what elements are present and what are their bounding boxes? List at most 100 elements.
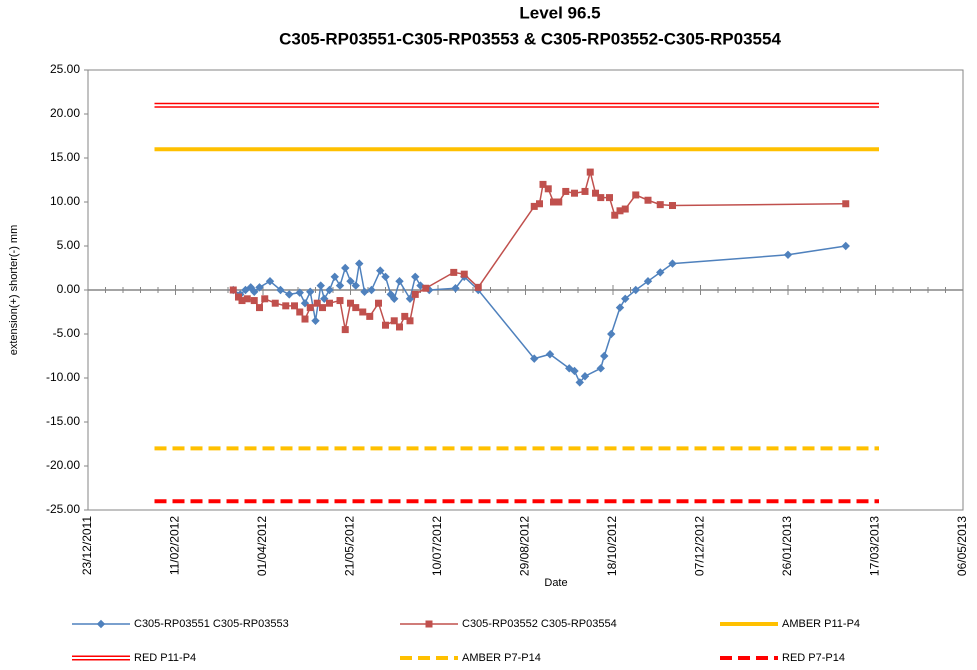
marker bbox=[597, 194, 605, 202]
marker bbox=[450, 268, 458, 276]
marker bbox=[575, 378, 584, 387]
marker bbox=[291, 302, 298, 310]
marker bbox=[347, 299, 354, 307]
marker bbox=[615, 303, 625, 312]
marker bbox=[341, 263, 350, 273]
legend-label: C305-RP03551 C305-RP03553 bbox=[134, 618, 289, 630]
legend-marker bbox=[96, 619, 106, 629]
marker bbox=[341, 326, 349, 334]
marker bbox=[325, 285, 334, 295]
marker bbox=[375, 299, 382, 307]
chart-subtitle: C305-RP03551-C305-RP03553 & C305-RP03552… bbox=[279, 29, 781, 48]
marker bbox=[390, 317, 398, 325]
y-axis-label: extension(+) shorter(-) mm bbox=[8, 225, 20, 356]
x-tick-label: 11/02/2012 bbox=[168, 516, 182, 575]
marker bbox=[669, 202, 676, 210]
y-tick-label: -15.00 bbox=[46, 414, 80, 428]
x-tick-label: 29/08/2012 bbox=[518, 516, 532, 576]
marker bbox=[632, 191, 640, 199]
marker bbox=[396, 323, 403, 331]
x-tick-label: 17/03/2013 bbox=[868, 516, 882, 576]
x-tick-label: 06/05/2013 bbox=[955, 516, 969, 576]
legend-label: AMBER P7-P14 bbox=[462, 652, 541, 664]
marker bbox=[668, 259, 677, 268]
marker bbox=[382, 321, 389, 329]
y-tick-label: 25.00 bbox=[50, 62, 80, 76]
x-tick-label: 23/12/2011 bbox=[80, 516, 94, 575]
marker bbox=[621, 294, 630, 304]
marker bbox=[571, 189, 578, 197]
marker bbox=[536, 200, 543, 208]
marker bbox=[335, 281, 345, 290]
marker bbox=[411, 290, 419, 298]
marker bbox=[783, 250, 793, 260]
x-tick-label: 01/04/2012 bbox=[255, 516, 269, 576]
legend-label: AMBER P11-P4 bbox=[782, 618, 860, 630]
marker bbox=[367, 285, 376, 295]
marker bbox=[285, 290, 294, 299]
marker bbox=[401, 312, 409, 320]
marker bbox=[336, 297, 344, 305]
marker bbox=[295, 288, 304, 297]
marker bbox=[841, 241, 850, 251]
legend-item: C305-RP03551 C305-RP03553 bbox=[72, 618, 289, 630]
marker bbox=[319, 304, 326, 312]
marker bbox=[243, 295, 251, 303]
marker bbox=[355, 259, 364, 268]
marker bbox=[313, 299, 321, 307]
marker bbox=[643, 276, 653, 286]
y-tick-label: -10.00 bbox=[46, 370, 80, 384]
marker bbox=[644, 196, 652, 204]
marker bbox=[306, 287, 315, 296]
marker bbox=[352, 304, 360, 312]
marker bbox=[539, 180, 547, 188]
marker bbox=[565, 364, 574, 373]
marker bbox=[422, 284, 430, 292]
marker bbox=[631, 285, 640, 295]
marker bbox=[250, 287, 259, 296]
marker bbox=[656, 201, 664, 209]
marker bbox=[326, 299, 333, 307]
marker bbox=[330, 272, 339, 282]
marker bbox=[265, 276, 275, 286]
marker bbox=[395, 276, 404, 286]
marker bbox=[580, 372, 590, 381]
marker bbox=[316, 281, 325, 290]
marker bbox=[562, 187, 570, 195]
marker bbox=[656, 268, 665, 277]
marker bbox=[451, 284, 460, 293]
marker bbox=[592, 189, 599, 197]
marker bbox=[474, 283, 482, 291]
x-tick-label: 07/12/2012 bbox=[693, 516, 707, 576]
y-tick-label: 10.00 bbox=[50, 194, 80, 208]
marker bbox=[296, 308, 304, 316]
y-tick-label: 0.00 bbox=[57, 282, 81, 296]
marker bbox=[530, 354, 539, 363]
legend-item: AMBER P11-P4 bbox=[720, 618, 860, 630]
y-tick-label: 15.00 bbox=[50, 150, 80, 164]
marker bbox=[276, 285, 285, 295]
marker bbox=[246, 283, 255, 292]
y-tick-label: 5.00 bbox=[57, 238, 81, 252]
x-tick-label: 21/05/2012 bbox=[343, 516, 357, 576]
marker bbox=[255, 283, 264, 292]
marker bbox=[545, 350, 555, 359]
marker bbox=[406, 317, 414, 325]
legend-label: C305-RP03552 C305-RP03554 bbox=[462, 618, 617, 630]
marker bbox=[411, 272, 420, 282]
marker bbox=[586, 168, 594, 176]
marker bbox=[256, 304, 263, 312]
marker bbox=[386, 290, 395, 299]
legend-marker bbox=[425, 620, 433, 628]
marker bbox=[570, 366, 579, 376]
marker bbox=[607, 329, 616, 339]
marker bbox=[306, 304, 314, 312]
y-tick-label: 20.00 bbox=[50, 106, 80, 120]
y-tick-label: -5.00 bbox=[53, 326, 81, 340]
marker bbox=[250, 297, 258, 305]
legend-item: AMBER P7-P14 bbox=[400, 652, 541, 664]
marker bbox=[555, 198, 563, 206]
legend-item: RED P7-P14 bbox=[720, 652, 845, 664]
x-tick-label: 10/07/2012 bbox=[430, 516, 444, 576]
y-tick-label: -20.00 bbox=[46, 458, 80, 472]
